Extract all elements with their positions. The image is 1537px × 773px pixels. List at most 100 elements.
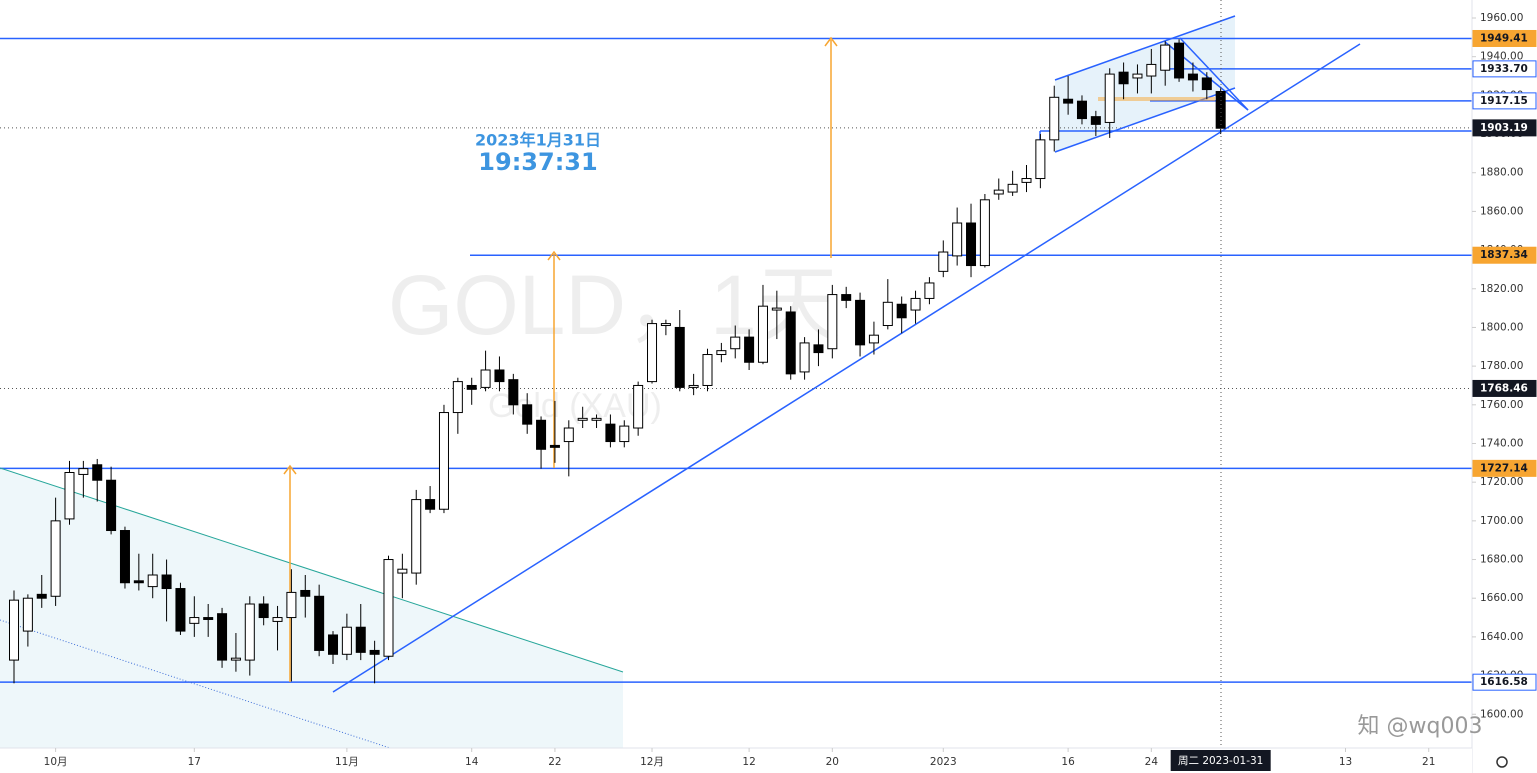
- y-tick-label: 1820.00: [1480, 283, 1523, 295]
- x-tick-label: 20: [826, 756, 839, 768]
- candle-body: [452, 381, 463, 414]
- candle-body: [92, 464, 103, 481]
- y-tick-label: 1700.00: [1480, 515, 1523, 527]
- candle-body: [1007, 183, 1018, 193]
- candle-body: [660, 323, 671, 327]
- candle-body: [203, 617, 214, 620]
- candle-body: [1174, 42, 1185, 79]
- channel-shade: [0, 468, 623, 748]
- price-label: 1616.58: [1480, 676, 1528, 688]
- price-label: 1933.70: [1480, 63, 1528, 75]
- price-label-bg: [1472, 119, 1537, 137]
- candle-body: [383, 559, 394, 657]
- price-label-bg: [1472, 92, 1537, 110]
- y-tick-label: 1680.00: [1480, 554, 1523, 566]
- candle-body: [466, 384, 477, 390]
- candle-body: [1063, 98, 1074, 104]
- candle-body: [189, 617, 200, 624]
- candle-body: [1201, 77, 1212, 91]
- y-tick-label: 1660.00: [1480, 592, 1523, 604]
- candle-body: [133, 580, 144, 584]
- x-tick-label: 17: [188, 756, 201, 768]
- y-tick-label: 1640.00: [1480, 631, 1523, 643]
- candle-body: [813, 344, 824, 354]
- watermark: GOLD，1天: [388, 258, 841, 352]
- x-tick-label: 22: [548, 756, 561, 768]
- candle-body: [397, 568, 408, 574]
- grid-layer: [0, 37, 1472, 683]
- y-tick-label: 1860.00: [1480, 205, 1523, 217]
- candle-body: [175, 588, 186, 632]
- candle-body: [522, 404, 533, 425]
- arrow-head: [824, 36, 838, 47]
- x-tick-label: 2023: [930, 756, 957, 768]
- y-tick-label: 1800.00: [1480, 321, 1523, 333]
- candle-body: [1090, 116, 1101, 125]
- y-tick-label: 1960.00: [1480, 12, 1523, 24]
- candle-body: [9, 599, 20, 661]
- arrow-head: [283, 464, 297, 475]
- candle-body: [896, 303, 907, 319]
- price-label-bg: [1472, 60, 1537, 78]
- candle-body: [882, 301, 893, 327]
- candle-body: [855, 299, 866, 346]
- candle-body: [619, 425, 630, 443]
- candle-body: [674, 326, 685, 388]
- candle-body: [979, 199, 990, 267]
- candle-body: [64, 471, 75, 520]
- candle-body: [688, 384, 699, 388]
- price-label: 1949.41: [1480, 32, 1528, 44]
- x-tick-label: 14: [465, 756, 479, 768]
- candle-body: [36, 593, 47, 599]
- arrows: [283, 36, 838, 682]
- candle-body: [1215, 90, 1226, 129]
- candle-body: [563, 427, 574, 443]
- candle-body: [1160, 44, 1171, 71]
- trend-line: [0, 619, 391, 749]
- candle-body: [1076, 100, 1087, 120]
- x-tick-label: 13: [1339, 756, 1352, 768]
- price-label: 1768.46: [1480, 382, 1528, 394]
- candle-body: [799, 342, 810, 373]
- candle-body: [411, 499, 422, 574]
- axis-layer: 1600.001620.001640.001660.001680.001700.…: [44, 12, 1537, 771]
- candle-body: [355, 626, 366, 653]
- y-tick-label: 1600.00: [1480, 708, 1523, 720]
- wedge-line: [1179, 37, 1249, 111]
- candle-body: [744, 336, 755, 363]
- candle-body: [1132, 73, 1143, 79]
- candle-body: [536, 419, 547, 450]
- candle-body: [771, 307, 782, 311]
- candle-body: [993, 189, 1004, 195]
- candle-body: [244, 603, 255, 661]
- crosshair-x-label: 周二 2023-01-31: [1178, 755, 1263, 767]
- arrow-head: [547, 250, 561, 261]
- candle-body: [827, 294, 838, 350]
- price-label: 1917.15: [1480, 95, 1528, 107]
- user-watermark: 知 @wq003: [1358, 714, 1483, 739]
- timestamp-time: 19:37:31: [478, 148, 597, 176]
- candle-body: [425, 499, 436, 510]
- candle-body: [938, 251, 949, 272]
- y-tick-label: 1940.00: [1480, 51, 1523, 63]
- candle-body: [1104, 73, 1115, 123]
- candle-body: [217, 613, 228, 661]
- candle-body: [22, 597, 33, 632]
- candle-body: [1049, 96, 1060, 141]
- trend-line: [332, 43, 1361, 693]
- candle-body: [647, 323, 658, 383]
- candle-body: [577, 417, 588, 421]
- candle-body: [716, 350, 727, 356]
- candle-body: [508, 379, 519, 406]
- candles: [9, 39, 1226, 684]
- candle-body: [910, 297, 921, 311]
- candle-body: [480, 369, 491, 388]
- trend-line: [0, 467, 624, 673]
- candle-body: [1021, 178, 1032, 183]
- price-label-bg: [1472, 29, 1537, 47]
- price-label-bg: [1472, 246, 1537, 264]
- settings-icon[interactable]: [1496, 756, 1508, 768]
- price-label: 1837.34: [1480, 249, 1528, 261]
- price-label: 1727.14: [1480, 462, 1528, 474]
